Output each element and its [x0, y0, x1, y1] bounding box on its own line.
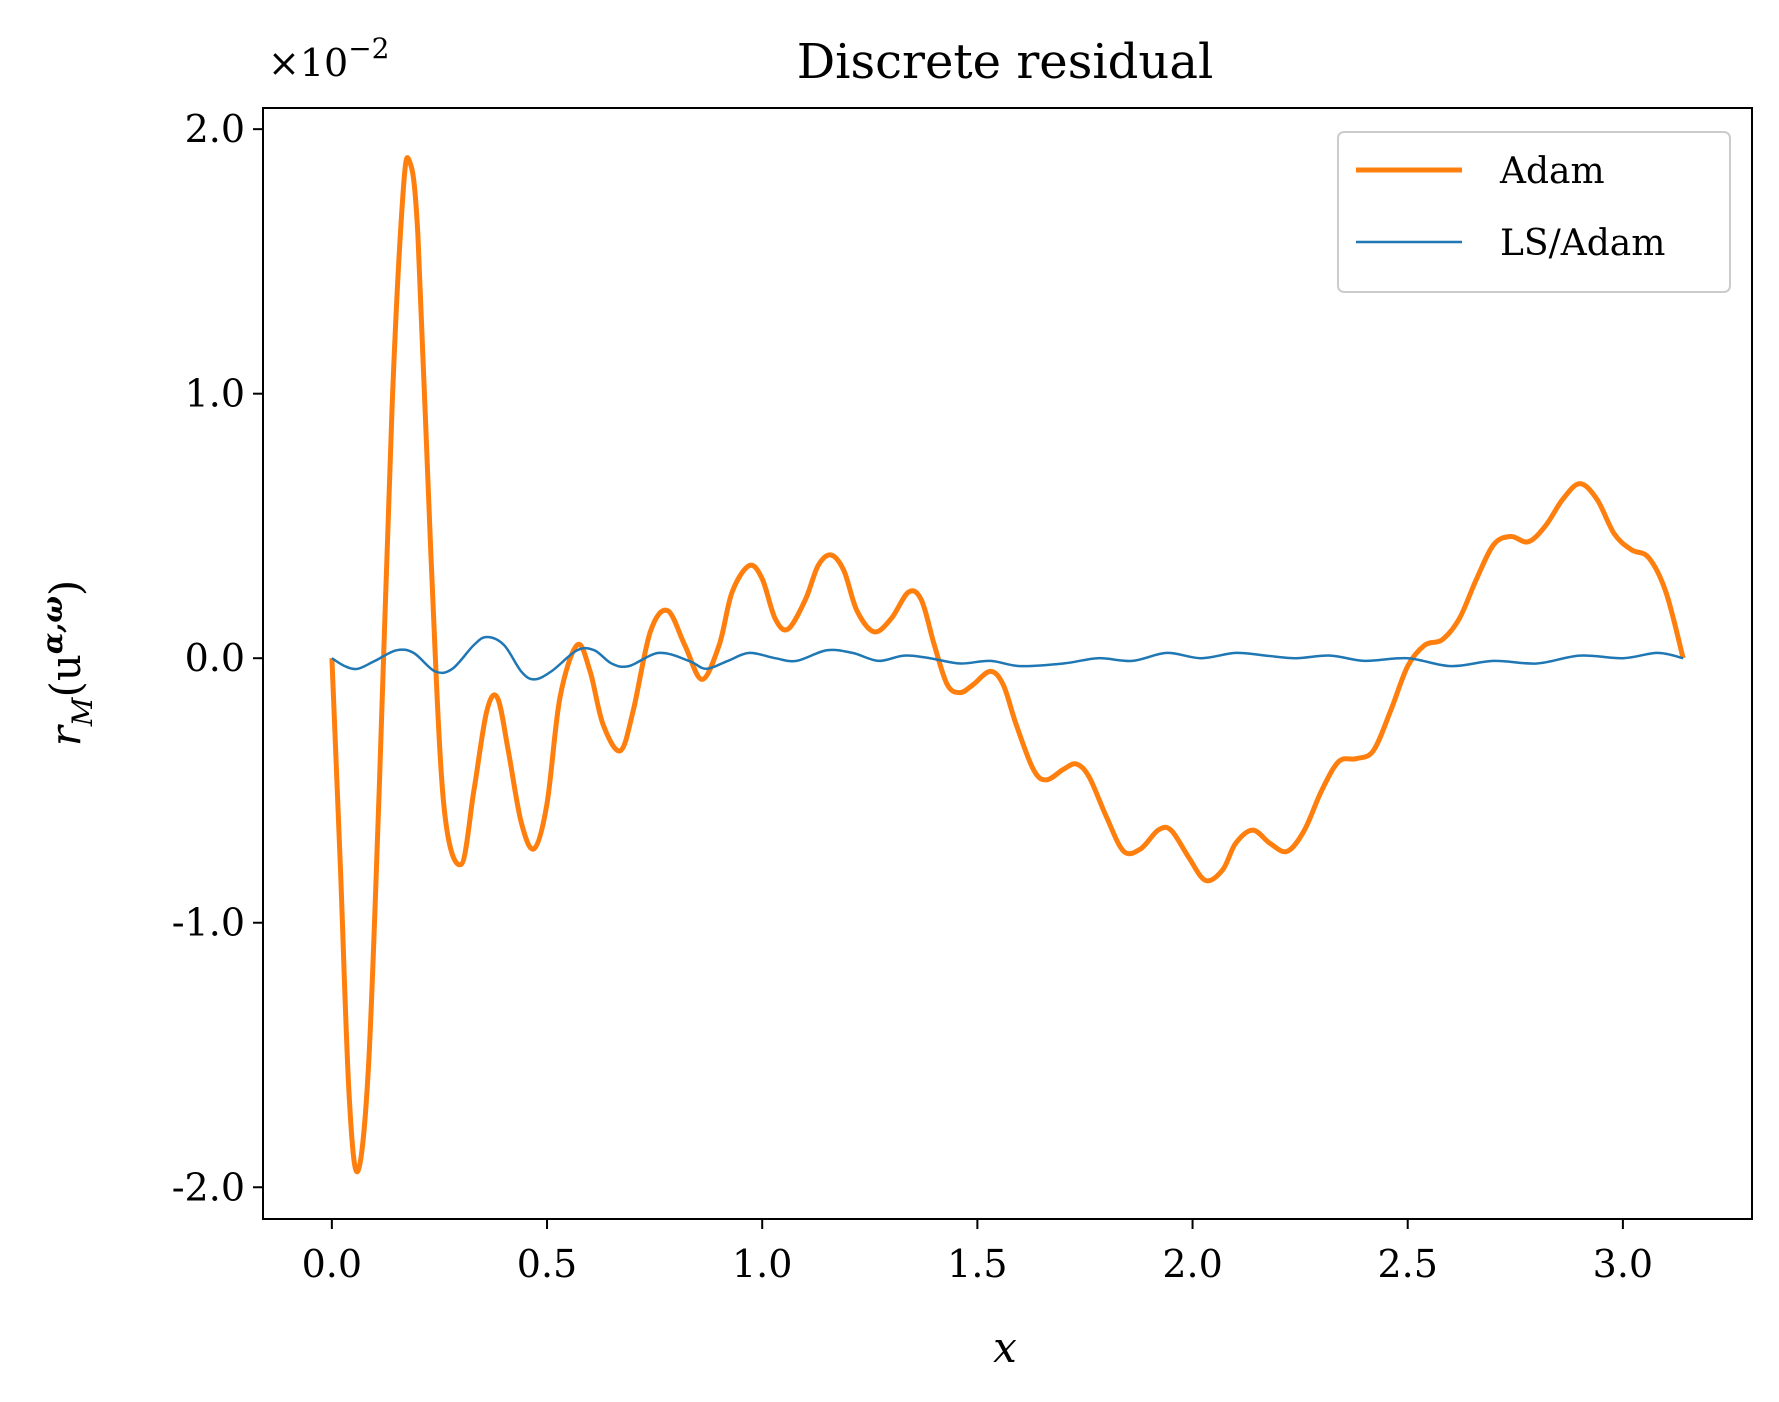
series-line-adam	[329, 155, 1686, 1175]
plot-area	[262, 107, 1753, 1220]
offset-text: ×10−2	[268, 32, 389, 85]
x-tick-label: 2.5	[1378, 1242, 1438, 1286]
y-tick-label: 0.0	[185, 636, 245, 680]
y-axis-label-argument: (u	[41, 654, 90, 697]
y-tick-label: -1.0	[172, 901, 245, 945]
x-axis-ticks: 0.0 0.5 1.0 1.5 2.0 2.5 3.0	[302, 1219, 1653, 1286]
x-tick-label: 1.5	[947, 1242, 1007, 1286]
series-layer	[329, 155, 1686, 1175]
x-tick-label: 1.0	[732, 1242, 792, 1286]
y-axis-label-subscript: M	[66, 696, 99, 727]
y-axis-label: rM(uα,ω)	[36, 580, 99, 747]
y-tick-label: -2.0	[172, 1165, 245, 1209]
y-axis-label-close: )	[41, 580, 90, 596]
offset-text-base: ×10	[268, 41, 348, 85]
y-axis-label-superscript: α,ω	[36, 596, 69, 654]
x-tick-label: 2.0	[1162, 1242, 1222, 1286]
legend: Adam LS/Adam	[1337, 131, 1731, 293]
legend-label-ls-adam: LS/Adam	[1500, 223, 1665, 264]
y-tick-label: 2.0	[185, 107, 245, 151]
y-tick-label: 1.0	[185, 372, 245, 416]
x-tick-label: 0.0	[302, 1242, 362, 1286]
chart-title: Discrete residual	[797, 34, 1214, 90]
x-tick-label: 3.0	[1593, 1242, 1653, 1286]
y-axis-label-base: r	[41, 723, 90, 746]
offset-text-exponent: −2	[348, 32, 389, 65]
y-axis-ticks: -2.0 -1.0 0.0 1.0 2.0	[172, 107, 263, 1209]
legend-label-adam: Adam	[1499, 151, 1605, 192]
series-line-ls-adam	[331, 635, 1684, 681]
x-axis-label: x	[993, 1323, 1017, 1372]
x-tick-label: 0.5	[517, 1242, 577, 1286]
